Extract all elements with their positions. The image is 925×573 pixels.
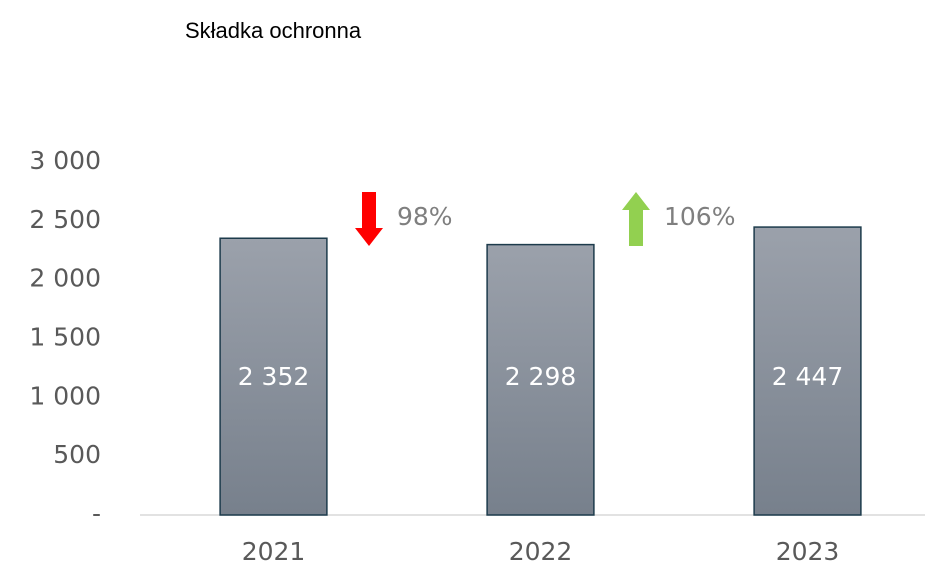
x-tick-label: 2021 [242,537,306,566]
x-tick-label: 2023 [776,537,840,566]
value-label: 2 298 [505,362,577,391]
y-tick-label: 1 500 [29,323,101,352]
x-tick-label: 2022 [509,537,573,566]
y-tick-label: 2 500 [29,205,101,234]
bar [219,237,328,516]
change-label: 98% [397,202,453,231]
y-tick-label: - [92,499,101,528]
y-tick-label: 1 000 [29,381,101,410]
y-tick-label: 500 [53,440,101,469]
value-label: 2 352 [238,362,310,391]
change-arrow [622,192,650,246]
value-label: 2 447 [772,362,844,391]
change-label: 106% [664,202,735,231]
chart-title: Składka ochronna [185,18,362,43]
y-tick-label: 2 000 [29,264,101,293]
bar [486,243,595,516]
bar [753,226,862,516]
y-tick-label: 3 000 [29,146,101,175]
change-arrow [355,192,383,246]
